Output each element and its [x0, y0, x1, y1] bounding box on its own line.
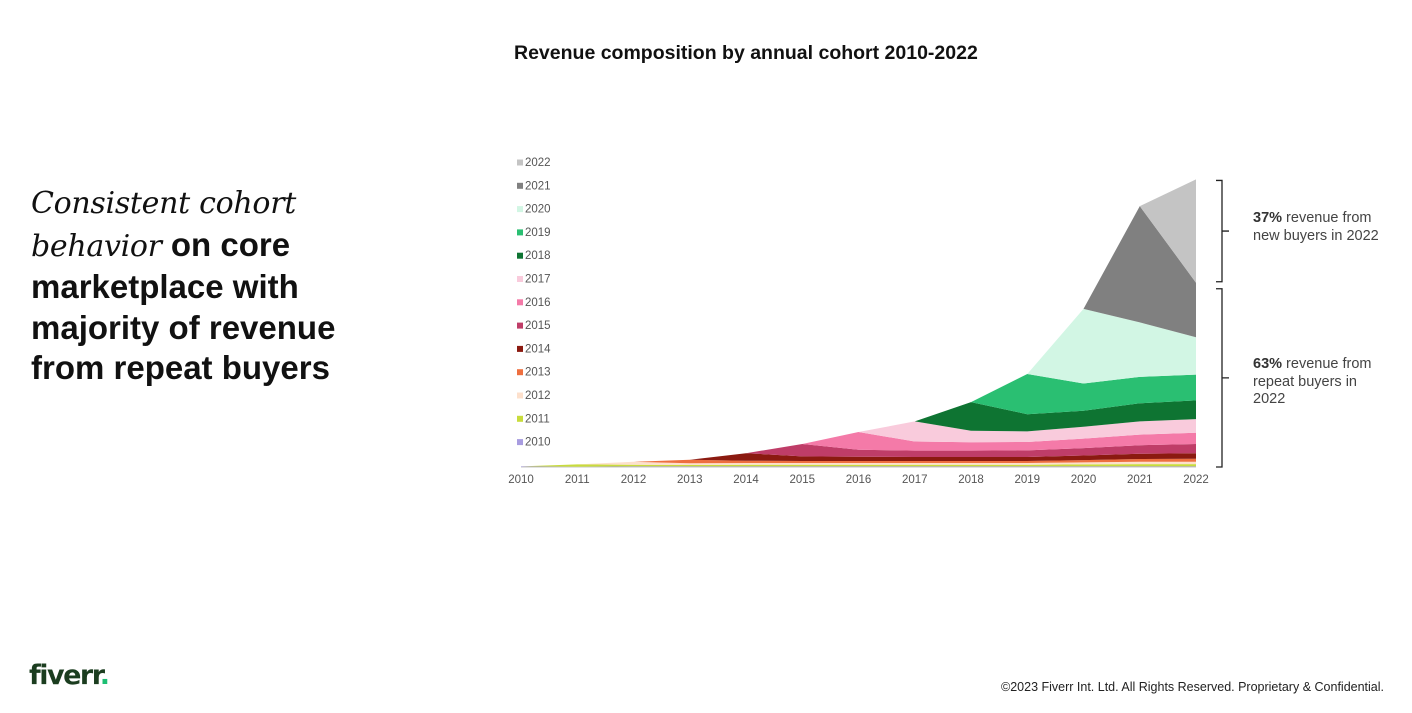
- annotation-new-buyers-percent: 37%: [1253, 210, 1283, 226]
- legend-swatch-2020: [517, 206, 523, 213]
- legend-swatch-2018: [517, 252, 523, 259]
- x-tick-label: 2019: [1014, 474, 1040, 486]
- legend-label-2017: 2017: [525, 274, 551, 286]
- area-cohort-2021: [521, 206, 1196, 467]
- x-tick-label: 2021: [1127, 474, 1153, 486]
- legend-swatch-2019: [517, 229, 523, 236]
- area-cohort-2010: [521, 466, 1196, 467]
- area-cohort-2014: [521, 453, 1196, 467]
- copyright-notice: ©2023 Fiverr Int. Ltd. All Rights Reserv…: [1001, 680, 1384, 694]
- bracket-new-buyers: [1216, 179, 1229, 283]
- x-tick-label: 2011: [565, 474, 590, 486]
- annotation-new-buyers-text: revenue from new buyers in 2022: [1253, 210, 1379, 244]
- x-tick-label: 2014: [733, 474, 759, 486]
- headline-italic: Consistent cohort behavior: [31, 186, 296, 264]
- area-cohort-2015: [521, 444, 1196, 467]
- area-cohort-2020: [521, 308, 1196, 467]
- x-tick-label: 2020: [1071, 474, 1097, 486]
- chart-title: Revenue composition by annual cohort 201…: [514, 42, 978, 64]
- legend-label-2010: 2010: [525, 437, 551, 449]
- annotation-repeat-buyers-percent: 63%: [1253, 356, 1283, 372]
- x-tick-label: 2016: [846, 474, 872, 486]
- x-tick-label: 2013: [677, 474, 703, 486]
- legend-swatch-2016: [517, 299, 523, 306]
- legend-swatch-2017: [517, 276, 523, 282]
- x-tick-label: 2022: [1183, 474, 1209, 486]
- legend-label-2016: 2016: [525, 297, 551, 309]
- x-tick-label: 2010: [508, 474, 534, 486]
- legend-swatch-2012: [517, 392, 523, 399]
- legend-label-2011: 2011: [525, 413, 550, 425]
- annotation-repeat-buyers: 63% revenue from repeat buyers in 2022: [1253, 356, 1393, 409]
- x-tick-label: 2012: [621, 474, 647, 486]
- logo-wordmark: fiverr: [29, 660, 101, 691]
- legend-label-2020: 2020: [525, 204, 551, 216]
- legend-swatch-2014: [517, 345, 523, 352]
- legend-label-2013: 2013: [525, 367, 551, 379]
- legend-label-2021: 2021: [525, 180, 551, 192]
- area-cohort-2018: [521, 400, 1196, 467]
- annotation-repeat-buyers-text: revenue from repeat buyers in 2022: [1253, 356, 1372, 407]
- legend-swatch-2015: [517, 322, 523, 329]
- area-cohort-2012: [521, 461, 1196, 467]
- area-cohort-2017: [521, 419, 1196, 467]
- area-cohort-2011: [521, 464, 1196, 467]
- legend-swatch-2011: [517, 415, 523, 422]
- headline-bold: on core marketplace with majority of rev…: [31, 225, 336, 387]
- legend-label-2014: 2014: [525, 343, 551, 355]
- slide-headline: Consistent cohort behavior on core marke…: [31, 182, 391, 389]
- x-tick-label: 2017: [902, 474, 928, 486]
- legend-swatch-2022: [517, 159, 523, 166]
- legend-swatch-2010: [517, 439, 523, 446]
- fiverr-logo: fiverr.: [29, 660, 110, 691]
- legend-label-2022: 2022: [525, 157, 551, 169]
- legend-label-2012: 2012: [525, 390, 551, 402]
- legend-label-2015: 2015: [525, 320, 551, 332]
- area-layers: [521, 179, 1196, 467]
- legend-swatch-2021: [517, 182, 523, 189]
- bracket-repeat-buyers: [1216, 288, 1229, 468]
- annotation-new-buyers: 37% revenue from new buyers in 2022: [1253, 210, 1393, 245]
- logo-dot: .: [99, 660, 110, 691]
- legend-swatch-2013: [517, 369, 523, 376]
- stacked-area-chart: 2010 2011 2012 2013 2014 2015 2016 2017 2018 2019…: [508, 157, 1229, 486]
- area-cohort-2019: [521, 374, 1196, 467]
- area-cohort-2013: [521, 458, 1196, 467]
- area-cohort-2016: [521, 432, 1196, 467]
- x-tick-label: 2015: [789, 474, 815, 486]
- legend-label-2018: 2018: [525, 250, 551, 262]
- x-tick-label: 2018: [958, 474, 984, 486]
- legend-label-2019: 2019: [525, 227, 551, 239]
